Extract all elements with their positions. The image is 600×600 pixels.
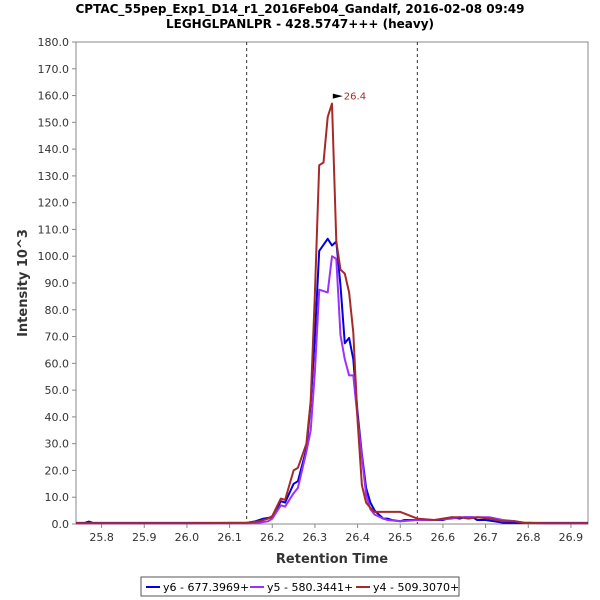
x-axis: 25.8 25.9 26.0 26.1 26.2 26.3 26.4 26.5 26.6 26.7… (89, 524, 583, 544)
x-tick-label: 26.7 (473, 531, 498, 544)
x-tick-label: 26.4 (345, 531, 370, 544)
x-axis-label: Retention Time (276, 552, 388, 567)
y-axis-label: Intensity 10^3 (16, 229, 31, 337)
peak-arrow-icon (332, 93, 343, 99)
legend: y6 - 677.3969+ y5 - 580.3441+ y4 - 509.307… (140, 576, 460, 597)
x-tick-label: 26.9 (559, 531, 584, 544)
x-tick-label: 26.8 (516, 531, 541, 544)
x-tick-label: 25.8 (89, 531, 114, 544)
series-line-y4 (76, 102, 588, 525)
series-lines (76, 102, 588, 525)
legend-entry: y4 - 509.3070+ (373, 581, 459, 594)
y-tick-label: 90.0 (45, 277, 70, 290)
y-tick-label: 60.0 (45, 357, 70, 370)
y-tick-label: 180.0 (38, 36, 70, 49)
y-tick-label: 70.0 (45, 331, 70, 344)
y-tick-label: 110.0 (38, 223, 70, 236)
y-tick-label: 150.0 (38, 116, 70, 129)
integration-bounds (246, 42, 418, 524)
x-tick-label: 26.5 (388, 531, 413, 544)
peak-label: 26.4 (344, 92, 366, 103)
chart-title: CPTAC_55pep_Exp1_D14_r1_2016Feb04_Gandal… (75, 2, 524, 17)
x-tick-label: 26.2 (260, 531, 285, 544)
y-tick-label: 80.0 (45, 304, 70, 317)
y-tick-label: 100.0 (38, 250, 70, 263)
y-tick-label: 40.0 (45, 411, 70, 424)
x-tick-label: 25.9 (132, 531, 157, 544)
y-tick-label: 30.0 (45, 438, 70, 451)
y-axis: 0.0 10.0 20.0 30.0 40.0 50.0 60.0 70.0 80.0 90.0 1… (38, 36, 76, 531)
y-tick-label: 130.0 (38, 170, 70, 183)
y-tick-label: 50.0 (45, 384, 70, 397)
chart-subtitle: LEGHGLPANLPR - 428.5747+++ (heavy) (166, 17, 434, 31)
peak-annotation: 26.4 (332, 92, 366, 103)
legend-entry: y6 - 677.3969+ (163, 581, 249, 594)
y-tick-label: 0.0 (52, 518, 70, 531)
y-tick-label: 170.0 (38, 63, 70, 76)
y-tick-label: 120.0 (38, 197, 70, 210)
y-tick-label: 160.0 (38, 90, 70, 103)
y-tick-label: 10.0 (45, 491, 70, 504)
legend-box (140, 576, 460, 597)
y-tick-label: 140.0 (38, 143, 70, 156)
x-tick-label: 26.6 (431, 531, 456, 544)
x-tick-label: 26.1 (217, 531, 242, 544)
legend-entry: y5 - 580.3441+ (267, 581, 353, 594)
x-tick-label: 26.0 (175, 531, 200, 544)
series-line-y6 (76, 237, 588, 524)
y-tick-label: 20.0 (45, 464, 70, 477)
x-tick-label: 26.3 (303, 531, 328, 544)
